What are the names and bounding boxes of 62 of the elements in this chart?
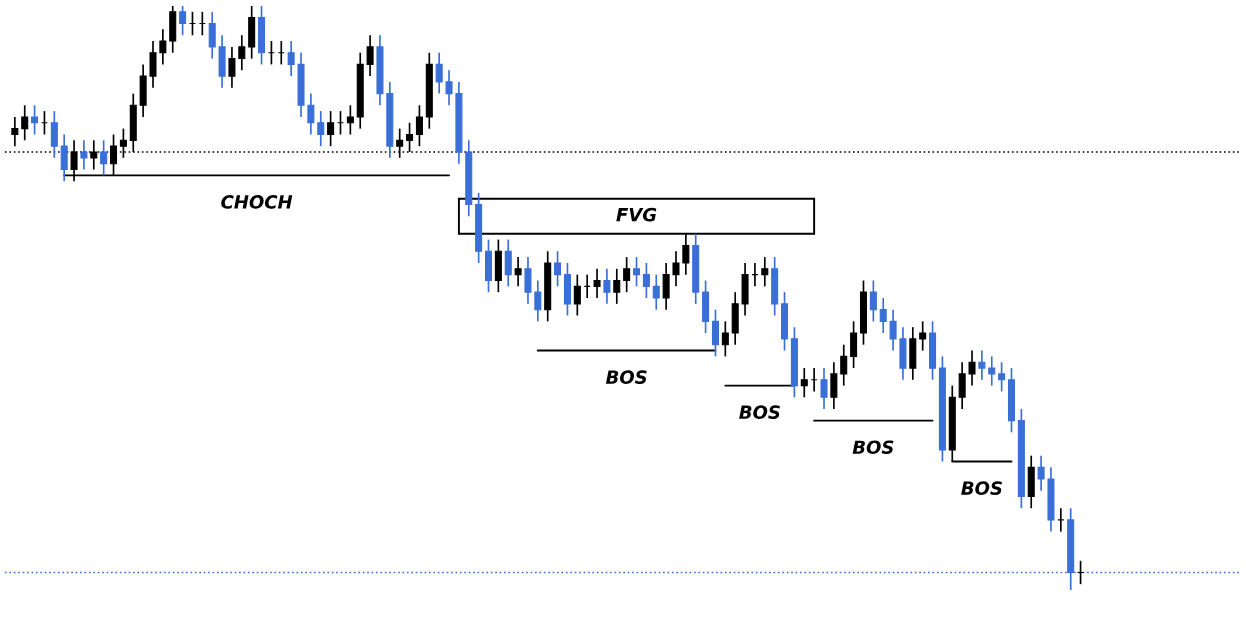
annotation: BOS	[961, 481, 1002, 495]
candlestick	[642, 262, 650, 299]
candlestick	[11, 116, 19, 147]
candlestick	[346, 104, 354, 136]
candlestick	[662, 262, 670, 311]
candlestick	[317, 110, 325, 147]
candlestick	[445, 69, 453, 107]
candlestick	[850, 320, 858, 369]
candlestick	[504, 238, 512, 288]
candlestick	[208, 11, 216, 60]
annotation: CHOCH	[221, 195, 293, 209]
candlestick	[800, 367, 808, 399]
candlestick	[238, 34, 246, 72]
candlestick	[761, 256, 769, 288]
candlestick	[524, 256, 532, 305]
candlestick	[593, 267, 601, 299]
candlestick	[879, 297, 887, 334]
candlestick	[603, 267, 611, 305]
candlestick	[366, 34, 374, 77]
candlestick	[149, 40, 157, 89]
candlestick	[228, 46, 236, 89]
annotation: BOS	[605, 370, 647, 384]
candlestick	[327, 110, 335, 147]
candlestick	[60, 133, 68, 183]
candlestick	[889, 308, 897, 352]
candlestick	[179, 6, 187, 37]
annotation: BOS	[852, 440, 894, 455]
candlestick	[840, 343, 848, 387]
candlestick	[307, 92, 315, 136]
candlestick	[554, 250, 562, 288]
candlestick	[21, 104, 29, 142]
annotation: FVG	[616, 207, 657, 222]
candlestick	[988, 355, 996, 387]
candlestick	[721, 320, 729, 358]
annotation: BOS	[739, 405, 780, 420]
candlestick	[159, 28, 167, 66]
candlestick	[534, 279, 542, 323]
candlestick	[287, 40, 295, 77]
candlestick	[415, 104, 423, 147]
candlestick	[869, 279, 877, 323]
candlestick	[919, 320, 927, 352]
candlestick	[435, 51, 443, 95]
candlestick	[958, 361, 966, 410]
candlestick	[633, 256, 641, 288]
candlestick	[998, 361, 1006, 393]
candlestick	[1037, 454, 1045, 492]
candlestick	[31, 104, 39, 136]
candlestick	[711, 308, 719, 358]
candlestick	[613, 267, 621, 305]
candlestick	[514, 256, 522, 288]
candlestick	[1057, 507, 1065, 533]
candlestick	[80, 139, 88, 171]
candlestick	[978, 349, 986, 381]
candlestick	[830, 361, 838, 410]
candlestick	[652, 273, 660, 311]
candlestick	[968, 349, 976, 387]
candlestick	[50, 110, 58, 159]
candlestick	[100, 139, 108, 177]
candlestick	[573, 273, 581, 317]
candlestick	[623, 256, 631, 293]
candlestick	[820, 367, 828, 410]
candlestick	[672, 250, 680, 288]
